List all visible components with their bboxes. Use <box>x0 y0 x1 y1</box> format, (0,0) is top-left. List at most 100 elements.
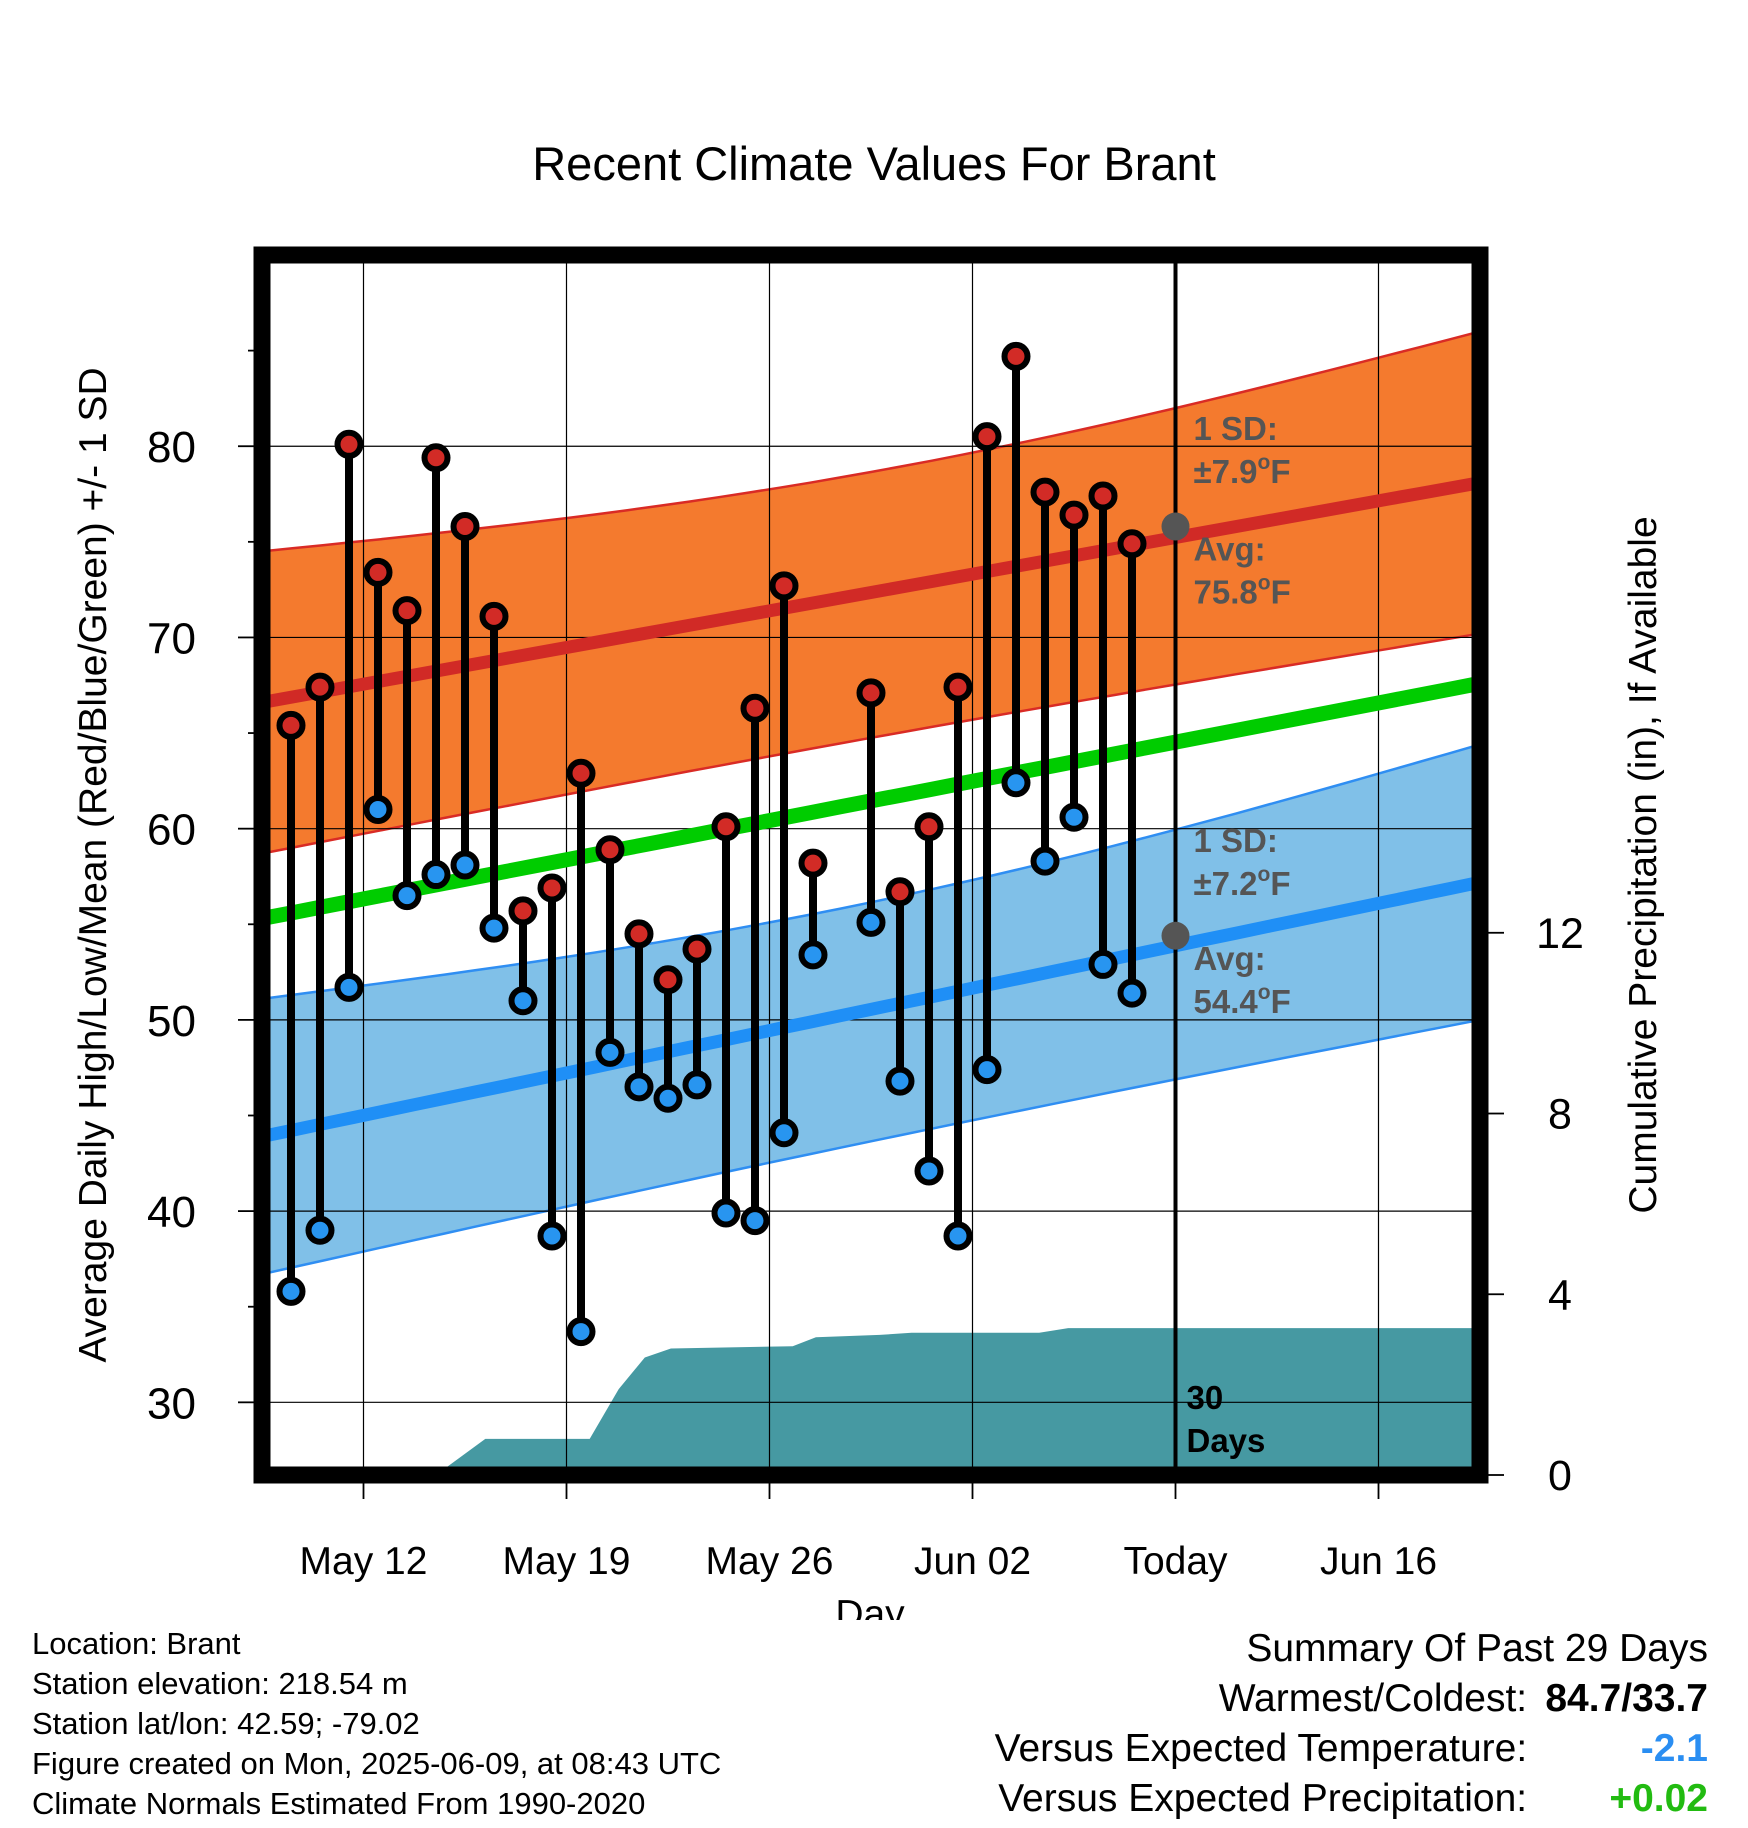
daily-low-point <box>450 850 480 880</box>
daily-low-point <box>334 972 364 1002</box>
daily-low-point <box>682 1070 712 1100</box>
daily-low-point <box>363 795 393 825</box>
daily-high-point <box>798 848 828 878</box>
daily-low-point <box>479 913 509 943</box>
daily-high-point <box>682 934 712 964</box>
low-band-lower-edge <box>262 1018 1480 1276</box>
daily-low-point <box>769 1118 799 1148</box>
daily-high-point <box>1088 481 1118 511</box>
daily-low-point <box>1088 949 1118 979</box>
low-sd-label-line2: ±7.2oF <box>1194 863 1291 902</box>
window-label-text: Days <box>1187 1422 1266 1459</box>
low-avg-label-line1: Avg: <box>1194 940 1266 977</box>
daily-high-point <box>740 693 770 723</box>
summary-warmest-row: Warmest/Coldest: 84.7/33.7 <box>995 1674 1708 1724</box>
daily-high-point <box>1030 477 1060 507</box>
daily-high-point <box>972 422 1002 452</box>
daily-high-point <box>566 758 596 788</box>
x-tick-label: Today <box>1123 1540 1228 1583</box>
y-tick-label: 80 <box>147 423 196 472</box>
y2-tick-label: 4 <box>1548 1271 1572 1319</box>
temp-label: Versus Expected Temperature: <box>994 1727 1528 1770</box>
y-tick-label: 70 <box>147 614 196 663</box>
x-tick-label: May 19 <box>503 1540 631 1583</box>
daily-low-point <box>972 1055 1002 1085</box>
x-tick-label: Jun 16 <box>1320 1540 1437 1583</box>
today-low-avg-marker <box>1161 921 1190 950</box>
daily-low-point <box>885 1066 915 1096</box>
plot-content: 1 SD: ±7.9oF Avg: 75.8oF 1 SD: ±7.2oF Avg: 54.4… <box>262 255 1480 1475</box>
precip-value: +0.02 <box>1609 1777 1708 1820</box>
station-info: Location: Brant Station elevation: 218.5… <box>32 1624 721 1824</box>
y2-tick-label: 0 <box>1548 1452 1572 1500</box>
x-tick-label: May 12 <box>300 1540 428 1583</box>
daily-high-point <box>914 812 944 842</box>
daily-high-point <box>450 512 480 542</box>
summary-panel: Summary Of Past 29 Days Warmest/Coldest:… <box>995 1624 1708 1824</box>
low-sd-label-line1: 1 SD: <box>1194 822 1278 859</box>
daily-low-point <box>595 1037 625 1067</box>
daily-high-point <box>276 710 306 740</box>
x-tick-label: May 26 <box>706 1540 834 1583</box>
high-avg-label-line1: Avg: <box>1194 531 1266 568</box>
normal-low-line <box>262 875 1480 1143</box>
high-avg-label-line2: 75.8oF <box>1194 572 1291 611</box>
daily-high-point <box>1117 529 1147 559</box>
x-axis-label: Day <box>835 1593 905 1620</box>
daily-low-point <box>537 1221 567 1251</box>
daily-low-point <box>856 907 886 937</box>
daily-high-point <box>1059 500 1089 530</box>
daily-low-point <box>914 1156 944 1186</box>
summary-precip-row: Versus Expected Precipitation: +0.02 <box>995 1774 1708 1824</box>
today-high-avg-marker <box>1161 512 1190 541</box>
daily-low-point <box>1059 802 1089 832</box>
daily-low-point <box>508 986 538 1016</box>
elevation-text: Station elevation: 218.54 m <box>32 1666 408 1701</box>
daily-low-point <box>392 881 422 911</box>
warmest-value: 84.7/33.7 <box>1545 1677 1708 1720</box>
climate-chart: Recent Climate Values For Brant 1 SD: ±7.… <box>72 137 1665 1620</box>
daily-high-point <box>595 835 625 865</box>
daily-high-point <box>363 557 393 587</box>
daily-low-point <box>1030 846 1060 876</box>
daily-low-point <box>566 1317 596 1347</box>
daily-low-point <box>276 1276 306 1306</box>
daily-high-point <box>479 601 509 631</box>
y2-tick-label: 8 <box>1548 1091 1572 1139</box>
daily-high-point <box>885 877 915 907</box>
latlon-text: Station lat/lon: 42.59; -79.02 <box>32 1706 420 1741</box>
daily-high-point <box>305 672 335 702</box>
daily-low-point <box>1117 978 1147 1008</box>
daily-high-point <box>508 896 538 926</box>
summary-temp-row: Versus Expected Temperature: -2.1 <box>995 1724 1708 1774</box>
warmest-label: Warmest/Coldest: <box>1218 1677 1528 1720</box>
daily-high-point <box>334 429 364 459</box>
y2-axis-label: Cumulative Precipitation (in), If Availa… <box>1622 516 1665 1213</box>
daily-high-point <box>421 443 451 473</box>
daily-low-point <box>711 1198 741 1228</box>
chart-title: Recent Climate Values For Brant <box>532 137 1216 190</box>
daily-high-point <box>943 672 973 702</box>
daily-low-point <box>740 1206 770 1236</box>
daily-low-point <box>798 940 828 970</box>
precip-label: Versus Expected Precipitation: <box>998 1777 1528 1820</box>
x-tick-label: Jun 02 <box>914 1540 1031 1583</box>
high-sd-label-line1: 1 SD: <box>1194 410 1278 447</box>
daily-high-point <box>653 965 683 995</box>
created-text: Figure created on Mon, 2025-06-09, at 08… <box>32 1746 722 1781</box>
precip-area <box>436 1328 1480 1475</box>
daily-high-point <box>624 919 654 949</box>
plot-frame <box>253 246 1489 1484</box>
y-axis-label: Average Daily High/Low/Mean (Red/Blue/Gr… <box>72 367 115 1362</box>
low-avg-label-line2: 54.4oF <box>1194 981 1291 1020</box>
normals-text: Climate Normals Estimated From 1990-2020 <box>32 1786 646 1821</box>
daily-high-point <box>1001 341 1031 371</box>
y-tick-label: 40 <box>147 1188 196 1237</box>
location-text: Location: Brant <box>32 1626 241 1661</box>
daily-low-point <box>1001 768 1031 798</box>
daily-low-point <box>305 1215 335 1245</box>
y-tick-label: 50 <box>147 997 196 1046</box>
daily-low-point <box>653 1083 683 1113</box>
summary-title: Summary Of Past 29 Days <box>1246 1627 1708 1670</box>
daily-low-point <box>624 1072 654 1102</box>
